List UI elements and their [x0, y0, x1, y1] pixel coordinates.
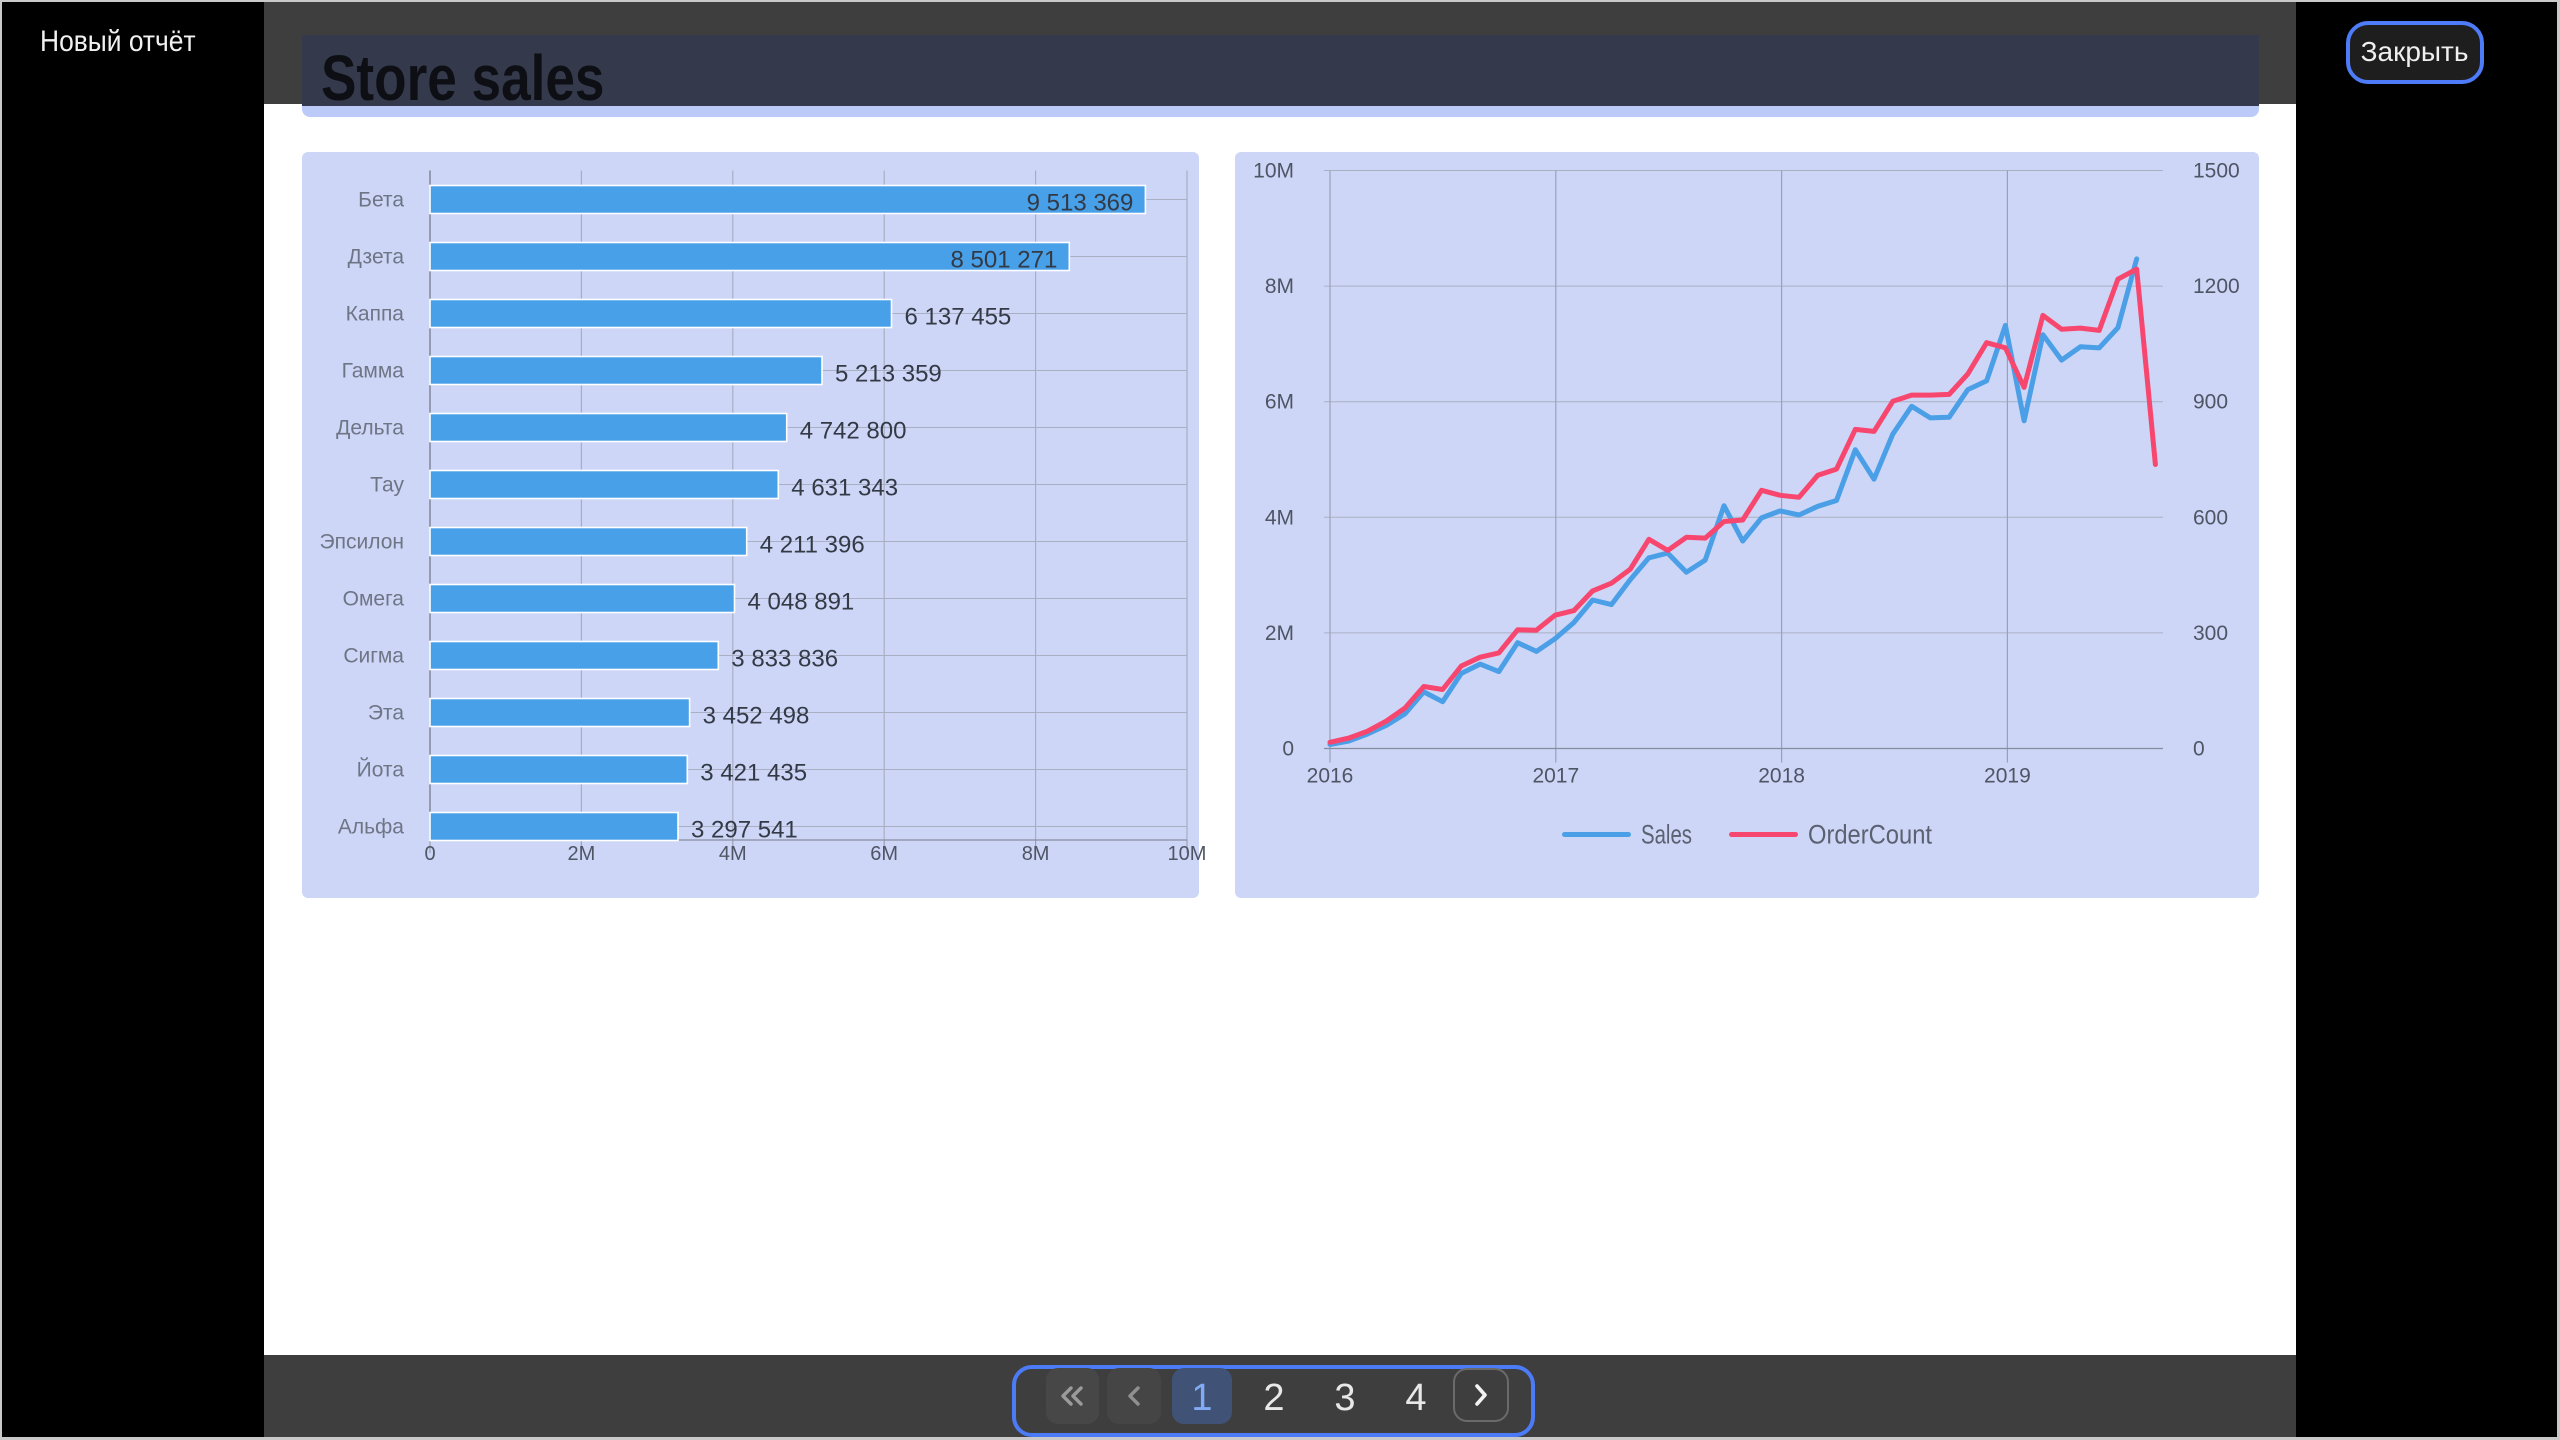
- svg-text:4M: 4M: [1265, 506, 1294, 529]
- svg-text:4 048 891: 4 048 891: [747, 588, 854, 615]
- svg-text:8M: 8M: [1021, 843, 1049, 865]
- svg-text:Дзета: Дзета: [347, 245, 404, 268]
- svg-text:2017: 2017: [1532, 764, 1579, 787]
- svg-text:Йота: Йота: [356, 757, 404, 781]
- svg-text:2018: 2018: [1758, 764, 1805, 787]
- svg-text:4 742 800: 4 742 800: [799, 417, 906, 444]
- svg-text:9 513 369: 9 513 369: [1026, 189, 1133, 216]
- svg-text:3 833 836: 3 833 836: [731, 645, 838, 672]
- svg-text:3 421 435: 3 421 435: [700, 759, 807, 786]
- svg-text:900: 900: [2193, 390, 2228, 413]
- svg-text:OrderCount: OrderCount: [1808, 819, 1932, 849]
- svg-text:0: 0: [1282, 737, 1294, 760]
- svg-text:6M: 6M: [1265, 390, 1294, 413]
- svg-text:2M: 2M: [1265, 621, 1294, 644]
- svg-text:1500: 1500: [2193, 159, 2240, 182]
- svg-text:10M: 10M: [1253, 159, 1294, 182]
- svg-text:5 213 359: 5 213 359: [835, 360, 942, 387]
- svg-text:6 137 455: 6 137 455: [904, 303, 1011, 330]
- svg-text:1200: 1200: [2193, 275, 2240, 298]
- svg-text:Эпсилон: Эпсилон: [319, 530, 403, 553]
- svg-text:Каппа: Каппа: [345, 302, 404, 325]
- svg-text:10M: 10M: [1167, 843, 1206, 865]
- svg-text:0: 0: [424, 843, 435, 865]
- svg-text:4M: 4M: [718, 843, 746, 865]
- svg-text:3 452 498: 3 452 498: [702, 702, 809, 729]
- svg-text:Дельта: Дельта: [336, 416, 404, 439]
- svg-text:2019: 2019: [1984, 764, 2031, 787]
- svg-text:8M: 8M: [1265, 275, 1294, 298]
- svg-text:8 501 271: 8 501 271: [950, 246, 1057, 273]
- svg-text:300: 300: [2193, 621, 2228, 644]
- svg-text:6M: 6M: [870, 843, 898, 865]
- svg-text:600: 600: [2193, 506, 2228, 529]
- svg-text:0: 0: [2193, 737, 2205, 760]
- svg-text:4 631 343: 4 631 343: [791, 474, 898, 501]
- svg-text:2M: 2M: [567, 843, 595, 865]
- svg-text:2016: 2016: [1307, 764, 1354, 787]
- svg-text:Тау: Тау: [370, 473, 404, 496]
- svg-text:Омега: Омега: [342, 587, 404, 610]
- svg-text:Бета: Бета: [358, 188, 404, 211]
- svg-text:Гамма: Гамма: [341, 359, 404, 382]
- svg-text:Сигма: Сигма: [343, 644, 404, 667]
- svg-text:Sales: Sales: [1641, 819, 1692, 849]
- svg-text:4 211 396: 4 211 396: [759, 531, 864, 558]
- svg-text:3 297 541: 3 297 541: [691, 816, 798, 843]
- svg-text:Альфа: Альфа: [337, 815, 403, 838]
- svg-text:Эта: Эта: [367, 701, 403, 724]
